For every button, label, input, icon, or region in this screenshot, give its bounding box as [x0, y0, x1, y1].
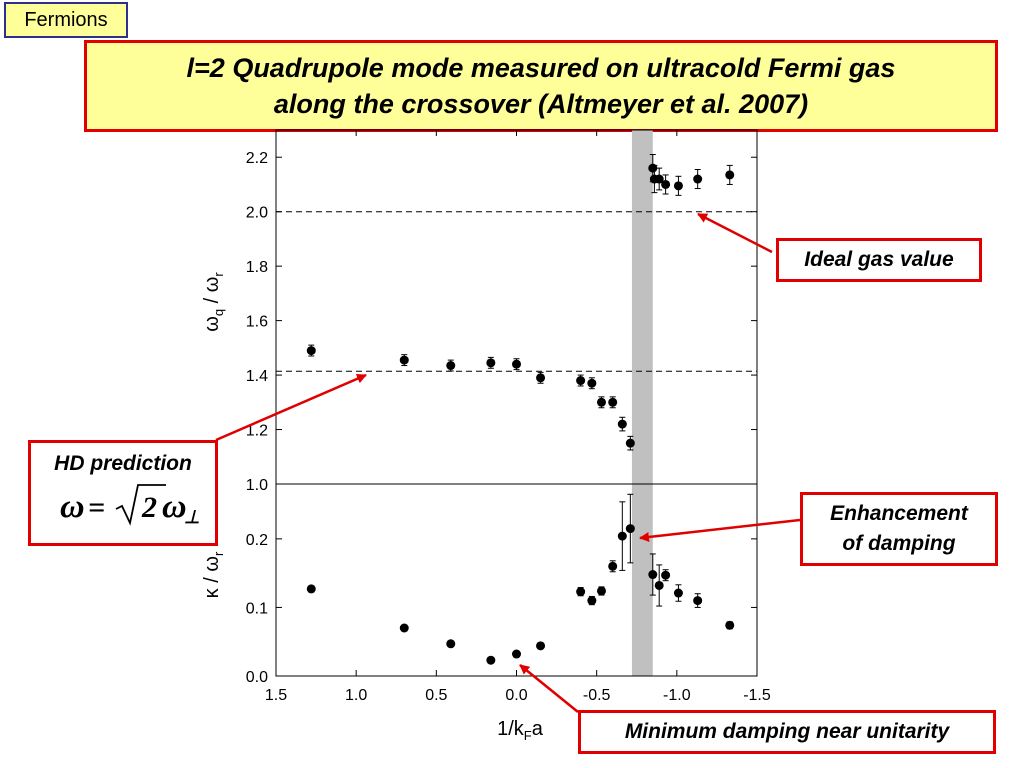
frequency-point: [536, 373, 546, 383]
frequency-point: [617, 419, 627, 429]
bottom-ylabel: κ / ωr: [201, 551, 226, 598]
frequency-point: [576, 376, 586, 386]
damping-point: [661, 570, 671, 580]
hd-formula: ω = 2 ω ⊥: [60, 484, 200, 527]
damping-point: [486, 655, 496, 665]
svg-text:2: 2: [141, 491, 157, 524]
ideal-gas-arrow: [697, 212, 773, 254]
damping-point: [596, 586, 606, 596]
minimum-damping-text: Minimum damping near unitarity: [624, 720, 950, 743]
axis-ticks: 1.0 1.2 1.4 1.6 1.8 2.0 2.2 0.0 0.1 0.2 1.5 1.0 0.5 0…: [246, 130, 771, 704]
xtick-label: -0.5: [583, 687, 611, 704]
damping-point: [693, 596, 703, 606]
bottom-ytick-label: 0.2: [246, 532, 268, 549]
enhancement-callout: Enhancement of damping: [800, 492, 998, 566]
damping-point: [625, 524, 635, 534]
frequency-point: [446, 361, 456, 371]
ideal-gas-text: Ideal gas value: [804, 248, 954, 271]
xtick-label: 0.5: [425, 687, 447, 704]
top-ytick-label: 1.4: [246, 368, 268, 385]
hd-prediction-arrow: [215, 373, 367, 442]
top-ytick-label: 1.0: [246, 477, 268, 494]
frequency-point: [608, 397, 618, 407]
xtick-label: -1.0: [663, 687, 691, 704]
svg-text:ω: ω: [60, 488, 85, 525]
xtick-label: 1.5: [265, 687, 287, 704]
svg-text:ω: ω: [162, 488, 187, 525]
damping-point: [725, 620, 735, 630]
frequency-points: [306, 154, 735, 451]
svg-text:=: =: [88, 491, 105, 524]
damping-point: [306, 584, 316, 594]
top-ytick-label: 1.6: [246, 314, 268, 331]
xtick-label: 1.0: [345, 687, 367, 704]
damping-point: [587, 596, 597, 606]
damping-point: [576, 587, 586, 597]
damping-point: [673, 588, 683, 598]
frequency-point: [587, 378, 597, 388]
xtick-label: -1.5: [743, 687, 771, 704]
damping-point: [446, 639, 456, 649]
crossover-band-bottom: [631, 484, 653, 676]
frequency-point: [306, 346, 316, 356]
damping-point: [512, 649, 521, 659]
frequency-point: [725, 170, 735, 180]
frequency-point: [693, 174, 703, 184]
xtick-label: 0.0: [505, 687, 527, 704]
top-ytick-label: 1.2: [246, 423, 268, 440]
top-ylabel: ωq / ωr: [201, 272, 226, 332]
ideal-gas-callout: Ideal gas value: [776, 238, 982, 282]
svg-text:⊥: ⊥: [184, 507, 200, 527]
bottom-ytick-label: 0.0: [246, 669, 268, 686]
top-ytick-label: 1.8: [246, 259, 268, 276]
svg-text:ωq / ωr: ωq / ωr: [201, 272, 226, 332]
top-panel-frame: [275, 129, 758, 485]
hd-prediction-callout: HD prediction ω = 2 ω ⊥: [28, 440, 218, 546]
svg-text:κ / ωr: κ / ωr: [201, 551, 226, 598]
top-ytick-label: 2.2: [246, 150, 268, 167]
damping-point: [617, 531, 627, 541]
title-line-1: l=2 Quadrupole mode measured on ultracol…: [186, 53, 896, 83]
damping-point: [648, 570, 658, 580]
minimum-damping-callout: Minimum damping near unitarity: [578, 710, 996, 754]
title-line-2: along the crossover (Altmeyer et al. 200…: [273, 89, 809, 119]
crossover-band-top: [631, 130, 653, 484]
frequency-point: [512, 359, 521, 369]
damping-point: [399, 623, 409, 633]
hd-prediction-text: HD prediction: [54, 452, 192, 475]
slide-title: l=2 Quadrupole mode measured on ultracol…: [84, 40, 998, 132]
frequency-point: [486, 358, 496, 368]
frequency-point: [596, 397, 606, 407]
enhancement-text-2: of damping: [842, 532, 956, 555]
frequency-point: [654, 174, 664, 184]
damping-point: [608, 561, 618, 571]
damping-points: [306, 493, 735, 665]
frequency-point: [673, 181, 683, 191]
frequency-point: [625, 438, 635, 448]
section-tag: Fermions: [4, 2, 128, 38]
damping-point: [536, 641, 546, 651]
enhancement-arrow: [639, 518, 801, 542]
frequency-point: [661, 179, 671, 189]
top-ytick-label: 2.0: [246, 205, 268, 222]
damping-point: [654, 580, 664, 590]
enhancement-text-1: Enhancement: [830, 502, 968, 525]
minimum-damping-arrow: [519, 664, 579, 713]
frequency-point: [399, 355, 409, 365]
bottom-panel-frame: [275, 483, 758, 677]
x-axis-label: 1/kFa: [497, 718, 544, 743]
bottom-ytick-label: 0.1: [246, 600, 268, 617]
